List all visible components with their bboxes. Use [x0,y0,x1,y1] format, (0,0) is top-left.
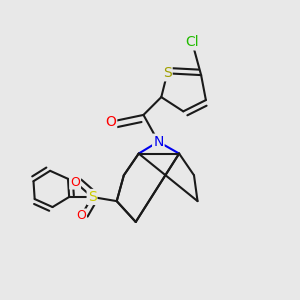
Text: O: O [76,209,86,223]
Text: O: O [70,176,80,189]
Text: S: S [88,190,96,204]
Text: S: S [163,66,172,80]
Text: N: N [153,135,164,149]
Text: O: O [105,115,116,129]
Text: Cl: Cl [185,35,199,50]
